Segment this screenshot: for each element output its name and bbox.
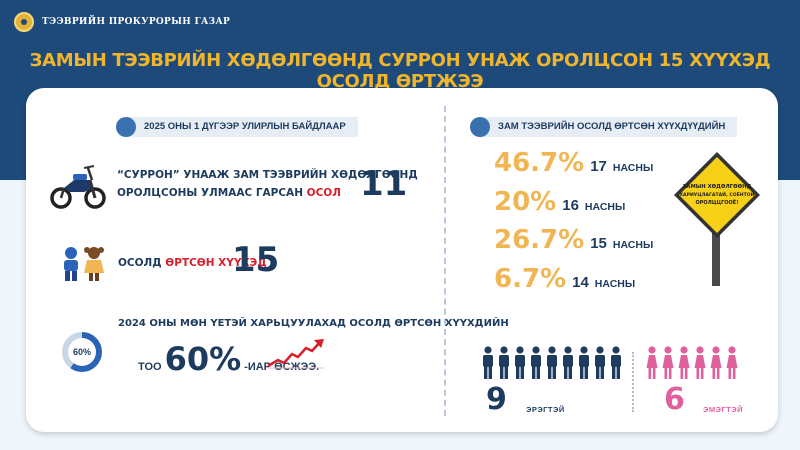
headline-title: ЗАМЫН ТЭЭВРИЙН ХӨДӨЛГӨӨНД СУРРОН УНАЖ ОР…: [29, 50, 771, 92]
left-section-header: 2025 ОНЫ 1 ДҮГЭЭР УЛИРЛЫН БАЙДЛААР: [116, 117, 358, 137]
age-row: 20% 16 НАСНЫ: [494, 187, 625, 217]
comparison-prefix: ТОО: [138, 361, 162, 373]
right-section-title: ЗАМ ТЭЭВРИЙН ОСОЛД ӨРТСӨН ХҮҮХДҮҮДИЙН: [482, 117, 738, 137]
female-person-icon: [646, 346, 658, 379]
children-label: ОСОЛД ӨРТСӨН ХҮҮХЭД: [118, 253, 267, 273]
age-unit: НАСНЫ: [612, 162, 654, 174]
age-percent: 20%: [494, 187, 557, 217]
children-label-prefix: ОСОЛД: [118, 257, 166, 269]
male-person-icon: [515, 346, 525, 379]
male-person-icon: [483, 346, 493, 379]
male-person-icon: [531, 346, 541, 379]
section-bullet-icon: [470, 117, 490, 137]
age-unit: НАСНЫ: [612, 239, 654, 251]
content-card: [26, 88, 778, 432]
organization-name: ТЭЭВРИЙН ПРОКУРОРЫН ГАЗАР: [42, 17, 231, 27]
age-row: 26.7% 15 НАСНЫ: [494, 225, 653, 255]
age-row: 6.7% 14 НАСНЫ: [494, 264, 635, 294]
age-value: 16: [562, 197, 579, 214]
road-sign-icon: ЗАМЫН ХӨДӨЛГӨӨНД ХАРИУЦЛАГАТАЙ, СОЁНТОЙ …: [674, 152, 760, 286]
age-percent: 26.7%: [494, 225, 585, 255]
age-value: 17: [590, 158, 607, 175]
male-count: 9: [486, 382, 507, 417]
comparison-text-line1: 2024 ОНЫ МӨН ҮЕТЭЙ ХАРЬЦУУЛАХАД ОСОЛД ӨР…: [118, 318, 509, 329]
sign-text-line3: ОРОЛЦЦГООЁ!: [696, 199, 739, 206]
female-count: 6: [664, 382, 685, 417]
age-value: 14: [572, 274, 589, 291]
male-people-row: [482, 346, 622, 380]
sign-text-line2: ХАРИУЦЛАГАТАЙ, СОЁНТОЙ: [680, 190, 755, 198]
age-unit: НАСНЫ: [584, 201, 626, 213]
female-people-row: [646, 346, 738, 380]
right-section-header: ЗАМ ТЭЭВРИЙН ОСОЛД ӨРТСӨН ХҮҮХДҮҮДИЙН: [470, 117, 738, 137]
trend-arrow-icon: [267, 339, 324, 369]
male-person-icon: [611, 346, 621, 379]
children-label-highlight: ӨРТСӨН ХҮҮХЭД: [165, 257, 267, 269]
children-count: 15: [232, 240, 280, 280]
male-person-icon: [547, 346, 557, 379]
donut-label: 60%: [68, 338, 96, 366]
accidents-text-highlight: ОСОЛ: [306, 187, 341, 199]
male-person-icon: [579, 346, 589, 379]
accidents-text-line2: ОРОЛЦСОНЫ УЛМААС ГАРСАН ОСОЛ: [117, 183, 341, 203]
children-icon: [64, 247, 104, 281]
left-section-title: 2025 ОНЫ 1 ДҮГЭЭР УЛИРЛЫН БАЙДЛААР: [128, 117, 358, 137]
accidents-text-prefix: ОРОЛЦСОНЫ УЛМААС ГАРСАН: [117, 187, 307, 199]
age-row: 46.7% 17 НАСНЫ: [494, 148, 653, 178]
gender-divider: [632, 352, 634, 412]
column-divider: [444, 106, 446, 416]
motorbike-icon: [50, 165, 106, 209]
male-label: ЭРЭГТЭЙ: [526, 405, 565, 414]
female-person-icon: [694, 346, 706, 379]
comparison-value: 60%: [164, 340, 242, 378]
male-person-icon: [563, 346, 573, 379]
sign-text-line1: ЗАМЫН ХӨДӨЛГӨӨНД: [683, 184, 752, 190]
emblem-icon: [14, 12, 34, 32]
female-person-icon: [678, 346, 690, 379]
male-person-icon: [499, 346, 509, 379]
female-person-icon: [710, 346, 722, 379]
accidents-text-line1: “СУРРОН” УНААЖ ЗАМ ТЭЭВРИЙН ХӨДӨЛГӨӨНД: [117, 169, 418, 181]
age-percent: 46.7%: [494, 148, 585, 178]
accidents-count: 11: [360, 164, 408, 204]
female-label: ЭМЭГТЭЙ: [703, 405, 743, 414]
female-person-icon: [726, 346, 738, 379]
comparison-suffix: -ИАР ӨСЖЭЭ.: [244, 361, 320, 373]
female-person-icon: [662, 346, 674, 379]
donut-chart-icon: 60%: [62, 332, 102, 372]
male-person-icon: [595, 346, 605, 379]
organization-header: ТЭЭВРИЙН ПРОКУРОРЫН ГАЗАР: [14, 12, 230, 32]
comparison-value-line: ТОО 60% -ИАР ӨСЖЭЭ.: [138, 340, 319, 378]
age-unit: НАСНЫ: [594, 278, 636, 290]
age-value: 15: [590, 235, 607, 252]
age-percent: 6.7%: [494, 264, 567, 294]
section-bullet-icon: [116, 117, 136, 137]
